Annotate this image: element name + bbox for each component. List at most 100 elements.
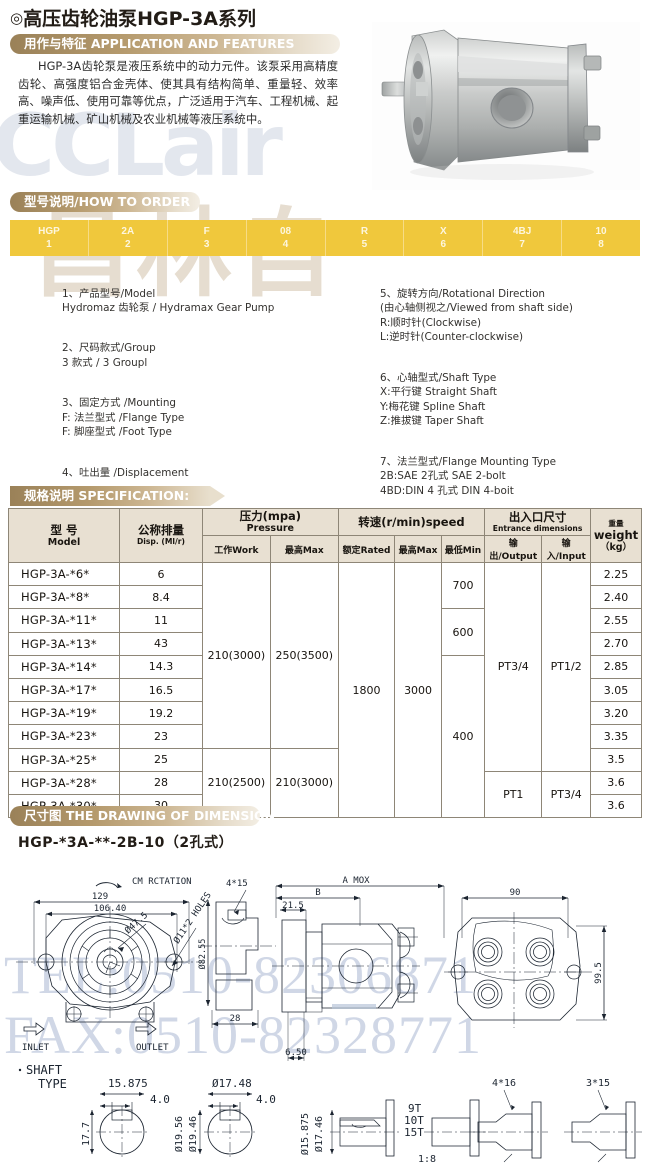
- label-inlet: INLET: [22, 1043, 50, 1053]
- cell-weight: 2.40: [590, 585, 642, 610]
- label-19-56: Ø19.56: [173, 1116, 185, 1152]
- cell-weight: 3.6: [590, 770, 642, 795]
- label-4x15: 4*15: [226, 879, 248, 889]
- order-code-value: F: [203, 226, 210, 237]
- specification-table-head: 型 号 Model 公称排量 Disp. (Ml/r) 压力(mpa) Pres…: [8, 508, 642, 563]
- table-row: HGP-3A-*17* 16.5 3.05: [8, 677, 642, 703]
- cell-min-speed: 700: [440, 561, 486, 610]
- order-code-index: 1: [46, 239, 52, 250]
- header-weight-unit: （kg）: [599, 541, 633, 553]
- label-3x15: 3*15: [586, 1078, 610, 1089]
- cell-displacement: 11: [119, 608, 203, 633]
- header-model-en: Model: [47, 536, 81, 548]
- order-code-index: 2: [125, 239, 131, 250]
- order-code-index: 8: [598, 239, 604, 250]
- header-speed-min: 最低Min: [440, 535, 486, 563]
- order-description-right: 5、旋转方向/Rotational Direction (由心轴侧视之/View…: [380, 272, 642, 553]
- cell-min-speed: 600: [440, 608, 486, 656]
- cell-model: HGP-3A-*6*: [8, 561, 120, 587]
- drawing-view-side: A MOX B 21.5: [272, 876, 445, 1061]
- label-4x16: 4*16: [492, 1078, 516, 1089]
- cell-max-speed: 3000: [394, 561, 442, 819]
- order-item-mounting: 3、固定方式 /Mounting F: 法兰型式 /Flange Type F:…: [62, 397, 185, 439]
- order-code-cell: X 6: [404, 220, 484, 256]
- cell-displacement: 23: [119, 724, 203, 749]
- cell-weight: 3.35: [590, 724, 642, 749]
- label-4-0-b: 4.0: [256, 1093, 276, 1106]
- cell-work-pressure: 210(3000): [202, 562, 271, 749]
- label-99-5: 99.5: [594, 962, 604, 984]
- label-spline-10t: 10T: [404, 1114, 424, 1127]
- label-d11-2-holes: Ø11*2 HOLES: [171, 890, 213, 946]
- header-output: 输出/Output: [484, 535, 543, 563]
- table-row: HGP-3A-*6* 6 210(3000) 250(3500) 1800 30…: [8, 561, 642, 819]
- cell-model: HGP-3A-*23*: [8, 724, 120, 749]
- cell-displacement: 16.5: [119, 677, 203, 703]
- label-rotation: CM RCTATION: [132, 877, 192, 887]
- order-item-displacement-title: 4、吐出量 /Displacement: [62, 466, 189, 479]
- cell-weight: 2.25: [590, 561, 642, 587]
- label-shaft-type-2: TYPE: [38, 1077, 67, 1091]
- header-model-cn: 型 号: [50, 522, 78, 537]
- order-code-cell: 10 8: [562, 220, 640, 256]
- label-17-46: Ø17.46: [313, 1116, 325, 1152]
- label-15-875: 15.875: [108, 1077, 148, 1090]
- band-application: 用作与特征 APPLICATION AND FEATURES: [10, 34, 340, 54]
- header-weight-en: weight: [593, 527, 639, 542]
- drawing-shaft-details: 15.875 4.0 17.7: [81, 1077, 642, 1165]
- table-row: HGP-3A-*13* 43 2.70: [8, 631, 642, 656]
- header-weight-cn: 重量: [608, 518, 624, 528]
- label-15-875-b: Ø15.875: [299, 1113, 311, 1155]
- order-code-bar: HGP 1 2A 2 F 3 08 4 R 5 X 6 4BJ 7 10 8: [10, 220, 640, 256]
- order-code-cell: 4BJ 7: [483, 220, 563, 256]
- bullet-ring-icon: ◎: [10, 9, 24, 27]
- order-code-index: 4: [282, 239, 289, 250]
- header-pressure-cn: 压力(mpa): [239, 509, 302, 523]
- order-code-cell: 2A 2: [89, 220, 168, 256]
- header-entrance-cn: 出入口尺寸: [508, 509, 567, 524]
- order-code-cell: R 5: [326, 220, 405, 256]
- cell-displacement: 28: [119, 770, 203, 795]
- cell-max-pressure: 250(3500): [269, 562, 339, 749]
- order-code-index: 5: [361, 239, 368, 250]
- header-speed-cn: 转速(r/min)speed: [358, 514, 465, 529]
- table-row: HGP-3A-*14* 14.3 400 2.85: [8, 654, 642, 819]
- cell-displacement: 25: [119, 747, 203, 772]
- label-a-mox: A MOX: [342, 876, 370, 886]
- label-6-50: 6.50: [285, 1048, 307, 1058]
- order-code-value: 2A: [121, 226, 135, 237]
- application-body: HGP-3A齿轮泵是液压系统中的动力元件。该泵采用高精度齿轮、高强度铝合金壳体、…: [18, 58, 338, 128]
- specification-table: 型 号 Model 公称排量 Disp. (Ml/r) 压力(mpa) Pres…: [8, 508, 642, 819]
- header-displacement-cn: 公称排量: [138, 523, 184, 537]
- cell-min-speed: 400: [440, 654, 486, 819]
- cell-weight: 3.5: [590, 747, 642, 772]
- cell-model: HGP-3A-*25*: [8, 747, 120, 772]
- header-displacement-en: Disp. (Ml/r): [136, 537, 185, 546]
- label-17-48: Ø17.48: [212, 1077, 252, 1090]
- order-item-shaft-type: 6、心轴型式/Shaft Type X:平行键 Straight Shaft Y…: [380, 371, 497, 428]
- cell-displacement: 43: [119, 631, 203, 656]
- header-model: 型 号 Model: [8, 508, 120, 563]
- order-code-cell: 08 4: [247, 220, 326, 256]
- label-spline-9t: 9T: [408, 1102, 422, 1115]
- cell-model: HGP-3A-*14*: [8, 654, 120, 679]
- specification-table-body: HGP-3A-*6* 6 210(3000) 250(3500) 1800 30…: [8, 561, 642, 819]
- label-28: 28: [230, 1014, 241, 1024]
- cell-model: HGP-3A-*8*: [8, 585, 120, 610]
- product-photo: [372, 22, 640, 190]
- drawing-model-title: HGP-*3A-**-2B-10（2孔式）: [18, 835, 234, 851]
- label-b: B: [315, 888, 320, 898]
- table-row: HGP-3A-*28* 28 PT1 PT3/4 3.6: [8, 770, 642, 819]
- order-item-group: 2、尺码款式/Group 3 款式 / 3 Groupl: [62, 342, 156, 369]
- drawing-view-front: CM RCTATION 129 106.40: [16, 877, 214, 1091]
- technical-drawing: CM RCTATION 129 106.40: [0, 862, 650, 1169]
- order-code-cell: F 3: [168, 220, 247, 256]
- label-17-7: 17.7: [81, 1122, 92, 1146]
- label-90: 90: [510, 888, 521, 898]
- band-specification: 规格说明 SPECIFICATION:: [10, 486, 225, 506]
- label-spline-15t: 15T: [404, 1126, 424, 1139]
- cell-model: HGP-3A-*28*: [8, 770, 120, 795]
- order-code-value: 10: [595, 226, 607, 237]
- header-entrance-en: Entrance dimensions: [492, 523, 583, 533]
- cell-weight: 2.85: [590, 654, 642, 679]
